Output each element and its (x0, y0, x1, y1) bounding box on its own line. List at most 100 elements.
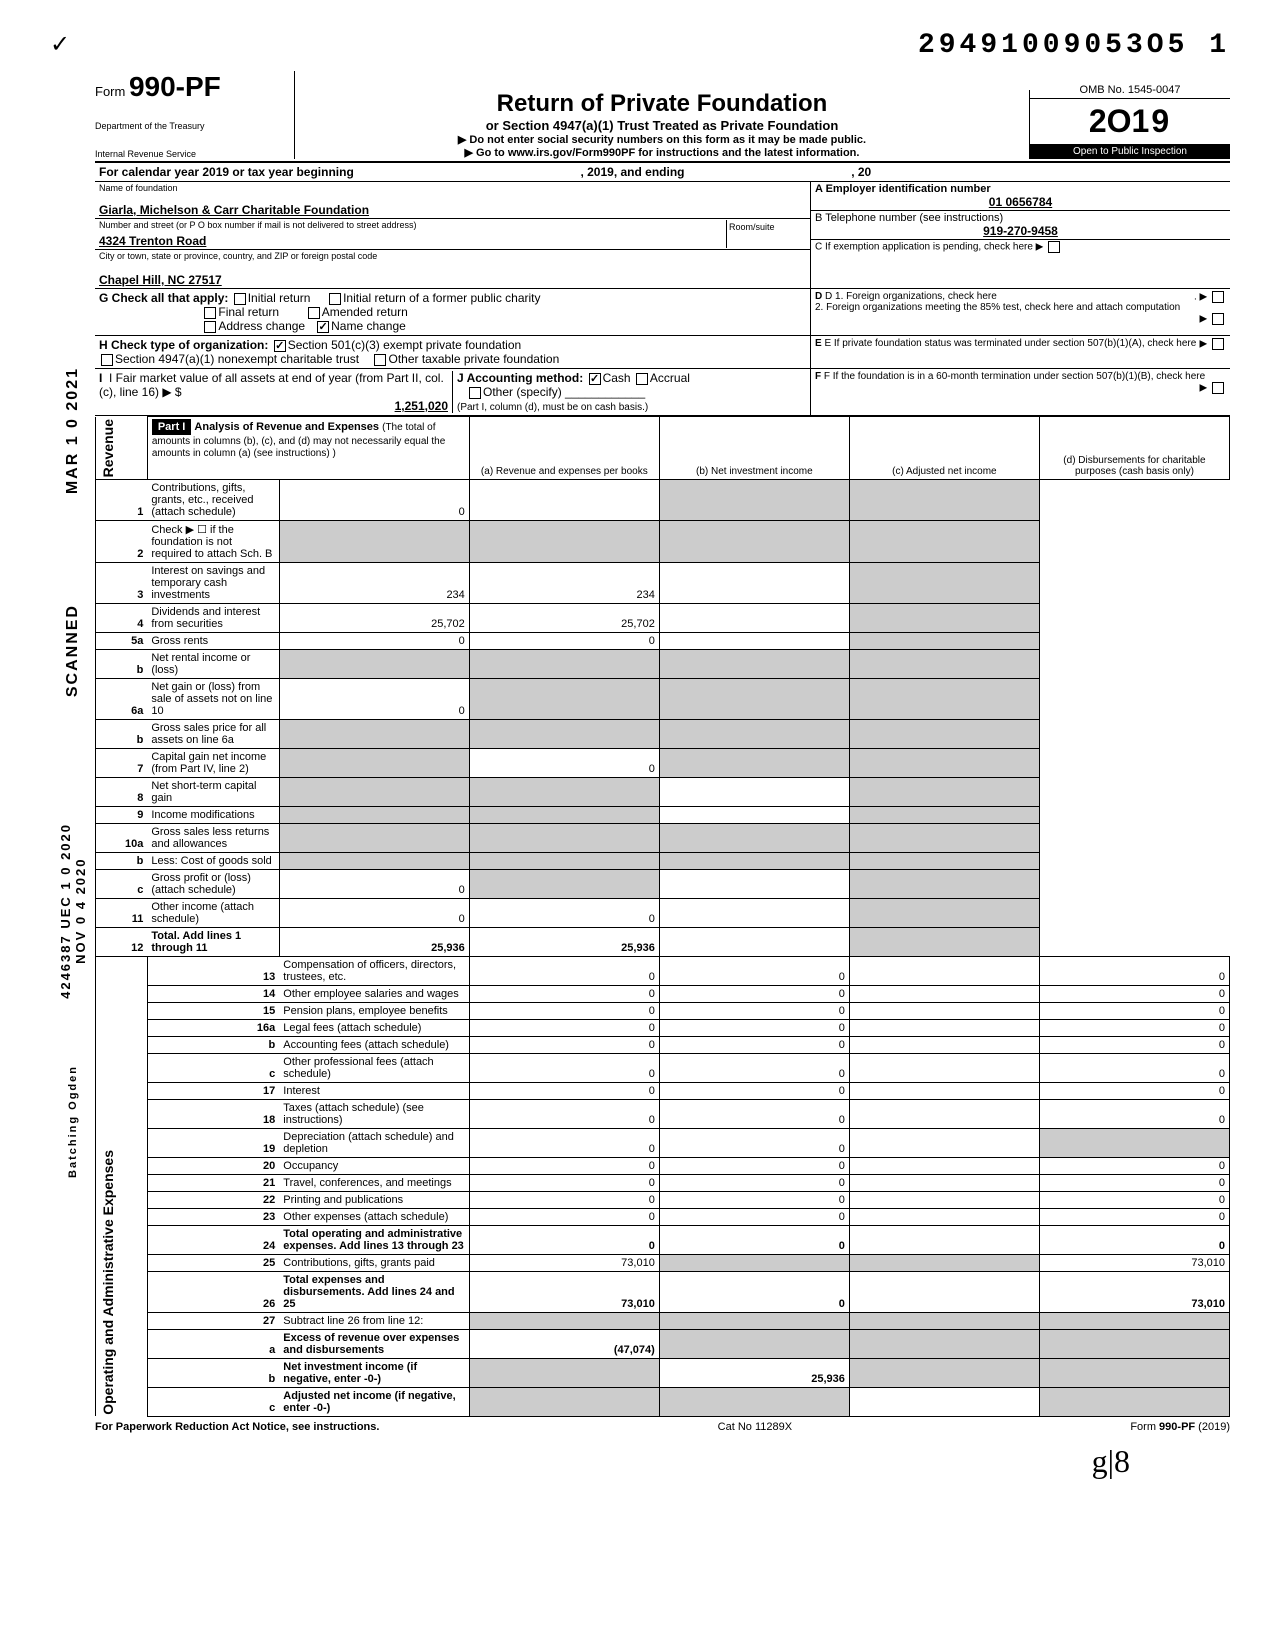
i-label: I Fair market value of all assets at end… (99, 371, 444, 399)
cell-value (659, 603, 849, 632)
g-address-change[interactable] (204, 321, 216, 333)
c-label: C If exemption application is pending, c… (815, 242, 1043, 253)
line-number: 12 (96, 927, 148, 956)
cell-value: 0 (1039, 1053, 1229, 1082)
cell-shaded (659, 1387, 849, 1416)
e-checkbox[interactable] (1212, 338, 1224, 350)
e-label: E If private foundation status was termi… (824, 338, 1196, 349)
line-desc: Total expenses and disbursements. Add li… (279, 1271, 469, 1312)
h-501c3[interactable]: ✓ (274, 340, 286, 352)
cell-shaded (1039, 1358, 1229, 1387)
cell-shaded (659, 520, 849, 562)
line-desc: Income modifications (147, 806, 279, 823)
g-label: G Check all that apply: (99, 291, 228, 305)
cell-value (659, 777, 849, 806)
cell-value: 0 (659, 956, 849, 985)
cell-value: 0 (469, 1174, 659, 1191)
cell-value: 0 (279, 678, 469, 719)
row-ij-f: I I Fair market value of all assets at e… (95, 369, 1230, 416)
table-row: 8 Net short-term capital gain (96, 777, 1230, 806)
cell-value (849, 985, 1039, 1002)
foundation-name: Giarla, Michelson & Carr Charitable Foun… (99, 203, 806, 217)
table-row: b Net investment income (if negative, en… (96, 1358, 1230, 1387)
cell-value (659, 927, 849, 956)
year-box: OMB No. 1545-0047 2O19 Open to Public In… (1030, 82, 1230, 159)
g-amended[interactable] (308, 307, 320, 319)
col-b-header: (b) Net investment income (659, 417, 849, 480)
line-desc: Other expenses (attach schedule) (279, 1208, 469, 1225)
line-number: 5a (96, 632, 148, 649)
cell-shaded (659, 479, 849, 520)
cell-value: 0 (469, 748, 659, 777)
cell-shaded (1039, 1128, 1229, 1157)
cell-value: 0 (469, 1191, 659, 1208)
cell-shaded (849, 603, 1039, 632)
g-final-return[interactable] (204, 307, 216, 319)
left-margin-stamps: MAR 1 0 2021 SCANNED 4246387 UEC 1 0 202… (50, 61, 95, 1480)
line-number: b (96, 719, 148, 748)
g-name-change[interactable]: ✓ (317, 321, 329, 333)
cell-value (849, 1128, 1039, 1157)
part1-badge: Part I (152, 419, 192, 435)
line-desc: Gross rents (147, 632, 279, 649)
line-number: c (147, 1387, 279, 1416)
line-number: 3 (96, 562, 148, 603)
cell-value (659, 632, 849, 649)
g-initial-return[interactable] (234, 293, 246, 305)
g-opt-1: Initial return of a former public charit… (343, 291, 540, 305)
cell-shaded (279, 823, 469, 852)
footer-left: For Paperwork Reduction Act Notice, see … (95, 1421, 379, 1433)
table-row: 6a Net gain or (loss) from sale of asset… (96, 678, 1230, 719)
c-checkbox[interactable] (1048, 241, 1060, 253)
cell-shaded (659, 852, 849, 869)
cell-shaded (849, 823, 1039, 852)
cal-text: For calendar year 2019 or tax year begin… (95, 163, 1230, 181)
j-accrual[interactable] (636, 373, 648, 385)
line-desc: Taxes (attach schedule) (see instruction… (279, 1099, 469, 1128)
cell-value: 0 (1039, 985, 1229, 1002)
line-desc: Dividends and interest from securities (147, 603, 279, 632)
line-desc: Check ▶ ☐ if the foundation is not requi… (147, 520, 279, 562)
table-row: b Gross sales price for all assets on li… (96, 719, 1230, 748)
j-other[interactable] (469, 387, 481, 399)
line-number: 13 (147, 956, 279, 985)
line-desc: Net investment income (if negative, ente… (279, 1358, 469, 1387)
h-other[interactable] (374, 354, 386, 366)
calendar-year-row: For calendar year 2019 or tax year begin… (95, 163, 1230, 182)
line-number: 6a (96, 678, 148, 719)
cell-value: 0 (1039, 1208, 1229, 1225)
table-row: 20 Occupancy 0 0 0 (96, 1157, 1230, 1174)
city-state-zip: Chapel Hill, NC 27517 (99, 273, 806, 287)
cell-value: 0 (469, 1099, 659, 1128)
table-row: 24 Total operating and administrative ex… (96, 1225, 1230, 1254)
cell-value: 0 (659, 985, 849, 1002)
cell-shaded (469, 823, 659, 852)
j-note: (Part I, column (d), must be on cash bas… (457, 402, 648, 413)
stamp2b: NOV 0 4 2020 (73, 858, 88, 964)
g-initial-former[interactable] (329, 293, 341, 305)
line-number: 20 (147, 1157, 279, 1174)
date-stamp-1: MAR 1 0 2021 (64, 367, 82, 494)
cal-begin: For calendar year 2019 or tax year begin… (99, 165, 354, 179)
h-4947[interactable] (101, 354, 113, 366)
d1-checkbox[interactable] (1212, 291, 1224, 303)
cell-value (659, 806, 849, 823)
g-opt-4: Address change (218, 319, 305, 333)
cell-value: 25,936 (279, 927, 469, 956)
f-checkbox[interactable] (1212, 382, 1224, 394)
line-desc: Net gain or (loss) from sale of assets n… (147, 678, 279, 719)
cell-shaded (849, 777, 1039, 806)
part1-header-row: Revenue Part I Analysis of Revenue and E… (96, 417, 1230, 480)
j-cash[interactable]: ✓ (589, 373, 601, 385)
form-number: Form 990-PF (95, 71, 286, 103)
cell-shaded (849, 719, 1039, 748)
hand-annot: ✓ (50, 32, 70, 58)
cell-value: 0 (659, 1208, 849, 1225)
tax-year: 2O19 (1030, 99, 1230, 144)
cell-value: 0 (659, 1053, 849, 1082)
line-desc: Contributions, gifts, grants, etc., rece… (147, 479, 279, 520)
cell-shaded (1039, 1312, 1229, 1329)
opadmin-label: Operating and Administrative Expenses (100, 1150, 116, 1415)
cell-shaded (469, 520, 659, 562)
d2-checkbox[interactable] (1212, 313, 1224, 325)
